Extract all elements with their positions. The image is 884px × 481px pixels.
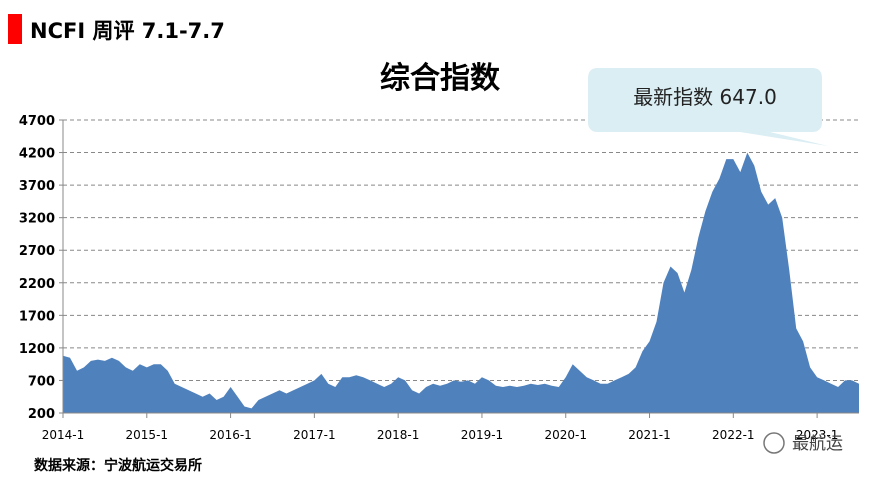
y-tick-label: 4700 — [19, 114, 55, 129]
callout-bubble — [588, 68, 828, 146]
y-tick-label: 2700 — [19, 244, 55, 259]
x-tick-label: 2017-1 — [293, 428, 336, 442]
x-tick-label: 2016-1 — [209, 428, 252, 442]
y-tick-label: 3200 — [19, 212, 55, 227]
header-marker — [8, 14, 22, 44]
y-tick-label: 4200 — [19, 147, 55, 162]
x-tick-label: 2020-1 — [544, 428, 587, 442]
y-tick-label: 200 — [28, 407, 55, 422]
x-tick-label: 2015-1 — [126, 428, 169, 442]
x-tick-label: 2019-1 — [461, 428, 504, 442]
source: 数据来源：宁波航运交易所 — [34, 457, 202, 474]
chart-title: 综合指数 — [380, 61, 501, 96]
header: NCFI 周评 7.1-7.7 — [30, 19, 225, 43]
watermark: 最航运 — [792, 434, 843, 454]
area — [63, 152, 859, 413]
y-tick-label: 700 — [28, 374, 55, 389]
x-tick-label: 2014-1 — [42, 428, 85, 442]
watermark-icon — [763, 432, 785, 454]
y-tick-label: 1700 — [19, 309, 55, 324]
x-tick-label: 2022-1 — [712, 428, 755, 442]
y-tick-label: 2200 — [19, 277, 55, 292]
callout-text: 最新指数 647.0 — [633, 85, 777, 109]
y-tick-label: 1200 — [19, 342, 55, 357]
x-tick-label: 2018-1 — [377, 428, 420, 442]
y-tick-label: 3700 — [19, 179, 55, 194]
x-tick-label: 2021-1 — [628, 428, 671, 442]
x-tick-label: 2023-1 — [796, 428, 839, 442]
